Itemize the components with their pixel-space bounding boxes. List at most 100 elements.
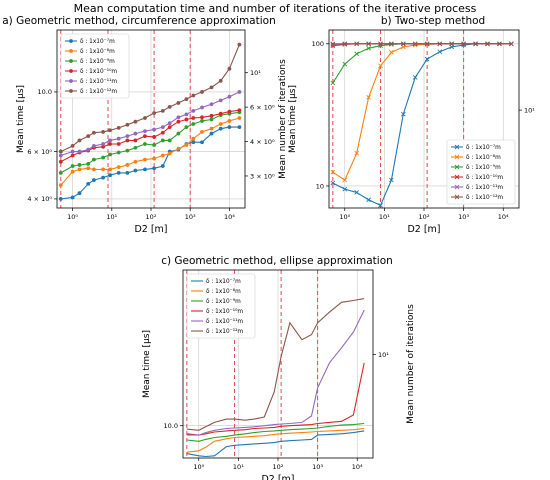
series-line [186, 430, 365, 458]
data-point [218, 122, 223, 126]
data-point [424, 56, 430, 62]
data-point [218, 78, 223, 83]
y-axis-label: Mean time [μs] [288, 85, 298, 153]
legend-marker [69, 39, 73, 43]
data-point [133, 168, 138, 173]
data-point [77, 191, 82, 196]
data-point [167, 125, 172, 129]
data-point [237, 42, 242, 47]
data-point [342, 186, 348, 192]
x-tick-label: 10² [419, 213, 430, 221]
data-point [176, 115, 181, 120]
data-point [160, 125, 165, 129]
data-point [437, 49, 443, 54]
data-point [133, 131, 138, 136]
data-point [342, 177, 348, 183]
data-point [143, 116, 147, 120]
data-point [184, 112, 189, 117]
series-1 [186, 430, 365, 458]
data-point [58, 196, 63, 201]
legend-label: δ : 1x10⁻⁸m [206, 288, 241, 295]
data-point [108, 142, 112, 146]
data-point [152, 166, 157, 171]
data-point [473, 41, 478, 47]
series-6 [186, 298, 365, 431]
data-point [143, 129, 147, 134]
data-point [330, 180, 336, 186]
data-point [237, 116, 242, 120]
x-tick-label: 10⁰ [193, 463, 204, 471]
y-tick-label: 4 × 10⁰ [27, 195, 52, 203]
data-point [497, 41, 502, 47]
right-tick-label: 10¹ [250, 69, 261, 77]
data-point [191, 116, 196, 120]
y-axis-label: Mean time [μs] [142, 330, 152, 398]
data-point [152, 127, 157, 132]
series-5 [186, 309, 365, 436]
legend-label: δ : 1x10⁻¹¹m [80, 78, 117, 85]
series-6 [58, 42, 242, 154]
data-point [125, 148, 130, 153]
legend-marker [69, 89, 73, 93]
data-point [86, 147, 91, 152]
data-point [152, 135, 157, 139]
data-point [125, 138, 130, 143]
data-point [101, 144, 106, 149]
data-point [218, 126, 223, 131]
data-point [400, 111, 406, 117]
data-point [143, 167, 147, 172]
data-point [200, 105, 204, 110]
data-point [330, 41, 336, 47]
data-point [116, 125, 121, 130]
data-point [86, 181, 91, 186]
data-point [133, 145, 138, 150]
data-point [184, 125, 189, 129]
legend: δ : 1x10⁻⁷m δ : 1x10⁻⁸m δ : 1x10⁻⁹m δ : 1x1… [60, 33, 130, 99]
data-point [200, 119, 204, 123]
data-point [116, 165, 121, 170]
legend-marker [454, 184, 460, 190]
data-point [209, 126, 214, 131]
right-tick-label: 3 × 10⁰ [250, 172, 275, 180]
data-point [101, 167, 106, 172]
data-point [176, 101, 181, 105]
data-point [58, 183, 63, 188]
x-tick-label: 10⁰ [67, 213, 78, 221]
y-axis-label-right: Mean number of iterations [406, 304, 416, 424]
data-point [342, 41, 348, 47]
data-point [133, 119, 138, 124]
data-point [92, 178, 96, 182]
legend-label: δ : 1x10⁻¹⁰m [206, 308, 243, 315]
x-axis-label: D2 [m] [261, 474, 294, 480]
x-tick-label: 10² [273, 463, 284, 471]
data-point [133, 159, 138, 164]
data-point [77, 163, 82, 167]
series-line [60, 44, 240, 153]
data-point [227, 125, 232, 129]
data-point [167, 138, 172, 143]
series-line [60, 109, 240, 163]
legend-label: δ : 1x10⁻¹¹m [206, 318, 243, 325]
legend: δ : 1x10⁻⁷m δ : 1x10⁻⁸m δ : 1x10⁻⁹m δ : 1x1… [186, 273, 256, 339]
series-line [186, 298, 365, 431]
data-point [77, 149, 82, 154]
data-point [108, 152, 112, 157]
y-tick-label: 100 [312, 40, 324, 48]
panel-c: 10⁰ 10¹ 10² 10³ 10⁴ 10.0 10¹ c) Geometric metho… [142, 255, 416, 480]
data-point [237, 90, 242, 94]
data-point [218, 111, 223, 116]
x-tick-label: 10¹ [233, 463, 244, 471]
data-point [209, 102, 214, 107]
series-line [60, 126, 240, 200]
legend-label: δ : 1x10⁻¹²m [466, 194, 503, 201]
legend-marker [454, 194, 460, 200]
legend: δ : 1x10⁻⁷m δ : 1x10⁻⁸m δ : 1x10⁻⁹m δ : 1x1… [446, 139, 516, 205]
data-point [125, 170, 130, 175]
data-point [200, 140, 204, 145]
series-3 [186, 422, 365, 442]
data-point [209, 131, 214, 136]
data-point [101, 175, 106, 180]
data-point [77, 167, 82, 172]
data-point [160, 109, 165, 113]
